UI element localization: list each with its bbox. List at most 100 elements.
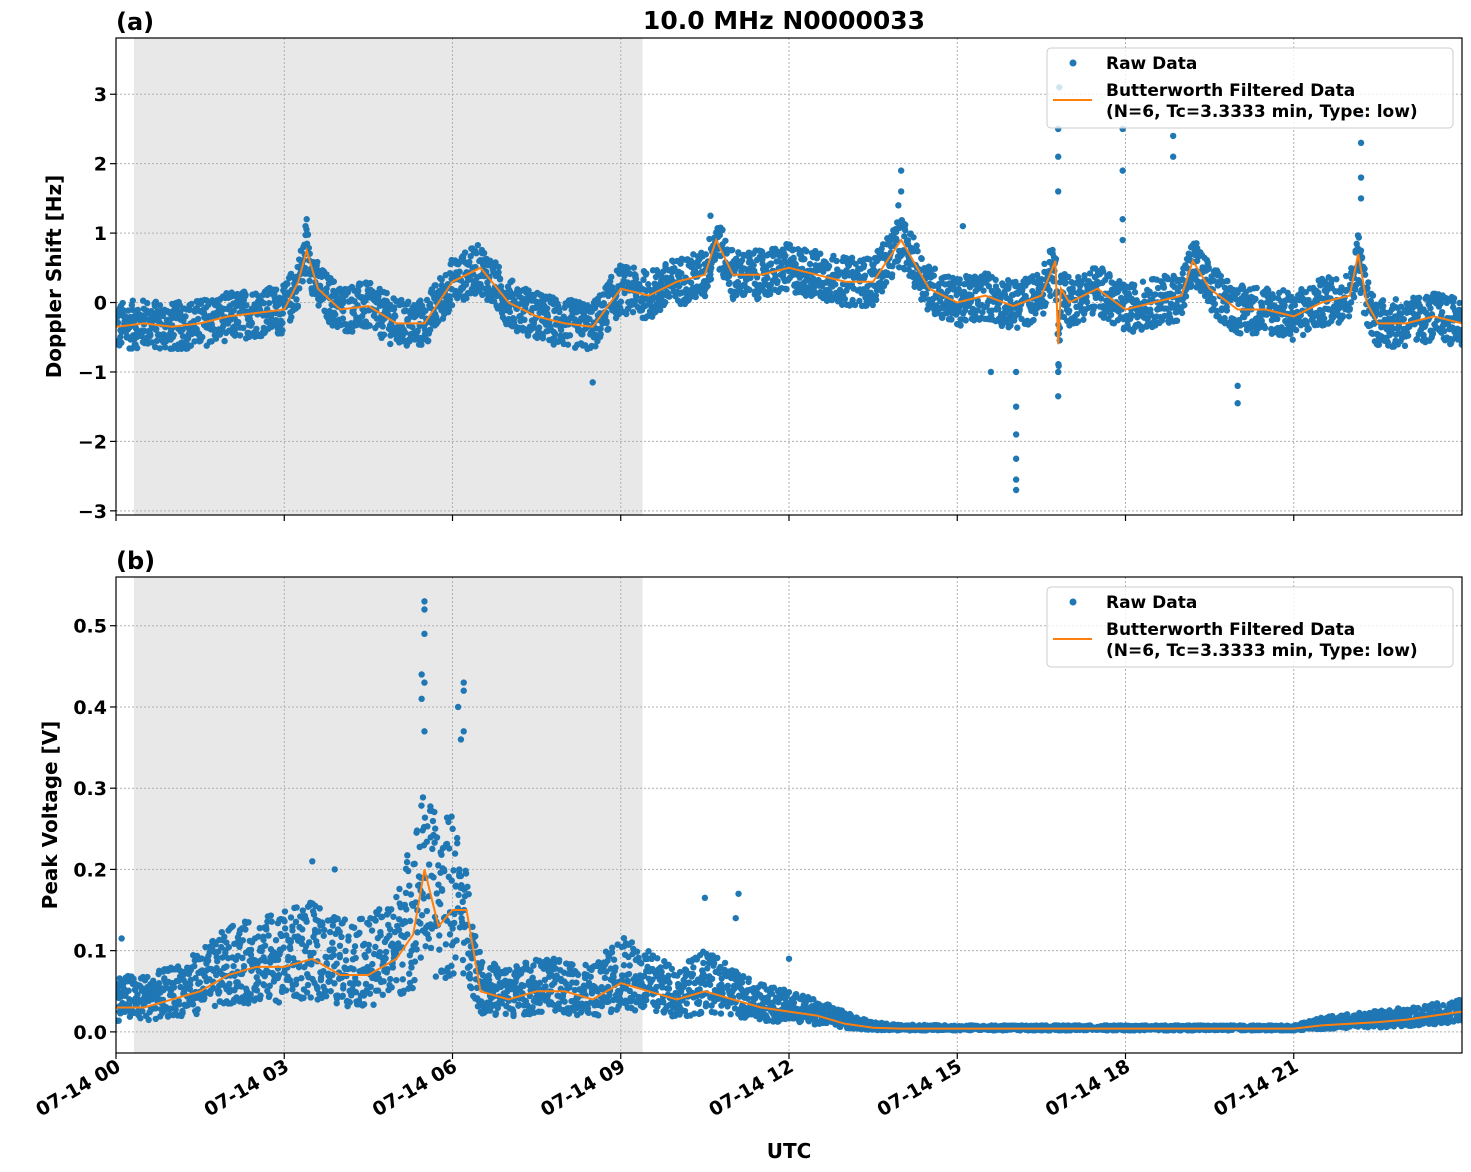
raw-point [1252,295,1259,303]
raw-point [239,954,246,962]
shaded-region [133,38,643,515]
raw-point [199,333,206,341]
raw-point [632,292,640,299]
raw-point [387,340,394,348]
raw-point [432,825,439,832]
raw-point [145,1016,152,1024]
raw-point [391,313,399,320]
raw-point [825,262,833,270]
raw-point [411,958,419,965]
raw-outlier-point [707,212,714,219]
raw-point [170,331,177,339]
raw-point [448,877,455,884]
raw-point [629,308,637,316]
raw-point [186,981,194,988]
raw-outlier-point [1357,139,1365,147]
raw-point [438,851,445,858]
raw-point [265,299,273,307]
raw-point [349,328,356,335]
raw-point [292,918,300,926]
raw-point [592,343,599,350]
raw-point [420,895,427,902]
raw-point [758,248,766,256]
raw-point [573,979,580,986]
raw-point [974,307,981,314]
raw-point [551,330,559,337]
raw-point [384,966,391,973]
raw-point [930,272,938,279]
raw-outlier-point [1119,167,1126,174]
raw-point [888,271,896,278]
raw-point [1422,309,1430,317]
raw-point [1315,289,1322,296]
raw-point [484,279,491,286]
raw-point [453,834,461,842]
raw-point [479,959,486,966]
y-tick-label: 0.5 [73,616,107,638]
raw-point [1411,303,1418,310]
raw-point [464,937,471,944]
raw-point [1178,309,1186,317]
raw-point [1052,255,1060,263]
raw-point [330,946,337,953]
raw-point [272,316,280,324]
raw-point [236,332,244,339]
raw-point [148,339,156,346]
y-tick-label: −2 [78,431,107,453]
raw-point [379,913,386,920]
raw-point [118,339,125,346]
raw-point [409,984,416,992]
raw-point [329,939,336,946]
raw-point [161,344,169,351]
raw-point [1050,275,1057,282]
raw-point [175,997,182,1005]
raw-point [920,295,927,303]
raw-point [346,999,353,1006]
raw-point [205,301,212,308]
raw-point [133,344,141,352]
raw-point [596,333,604,341]
raw-point [229,922,237,930]
raw-point [406,970,413,977]
raw-point [617,298,625,305]
raw-point [275,999,283,1006]
raw-point [287,914,295,921]
raw-point [125,307,132,314]
raw-point [350,948,357,955]
raw-point [1297,320,1304,328]
raw-point [243,302,250,309]
y-tick-label: −1 [78,362,107,384]
raw-point [272,286,280,293]
raw-point [265,932,272,939]
raw-point [449,825,456,833]
raw-point [247,991,254,998]
raw-point [509,277,516,284]
y-tick-label: 0.2 [73,859,107,881]
raw-point [707,275,715,283]
raw-point [399,976,406,983]
raw-point [1066,307,1073,314]
raw-point [293,904,300,911]
raw-point [345,933,352,940]
raw-point [340,297,347,304]
raw-point [419,794,427,801]
raw-point [152,298,160,305]
raw-point [147,332,154,339]
raw-point [515,1002,522,1009]
raw-outlier-point [1012,368,1020,376]
raw-point [448,301,456,309]
raw-point [574,971,582,979]
raw-point [334,915,341,923]
raw-point [494,1004,502,1012]
raw-point [285,953,292,961]
raw-point [479,291,486,299]
raw-point [156,345,164,352]
raw-point [487,1007,494,1014]
raw-point [186,306,193,314]
raw-point [418,912,426,919]
raw-outlier-point [1055,188,1062,195]
raw-point [389,940,396,947]
raw-point [351,943,359,950]
raw-point [245,333,253,341]
raw-point [1012,278,1019,286]
